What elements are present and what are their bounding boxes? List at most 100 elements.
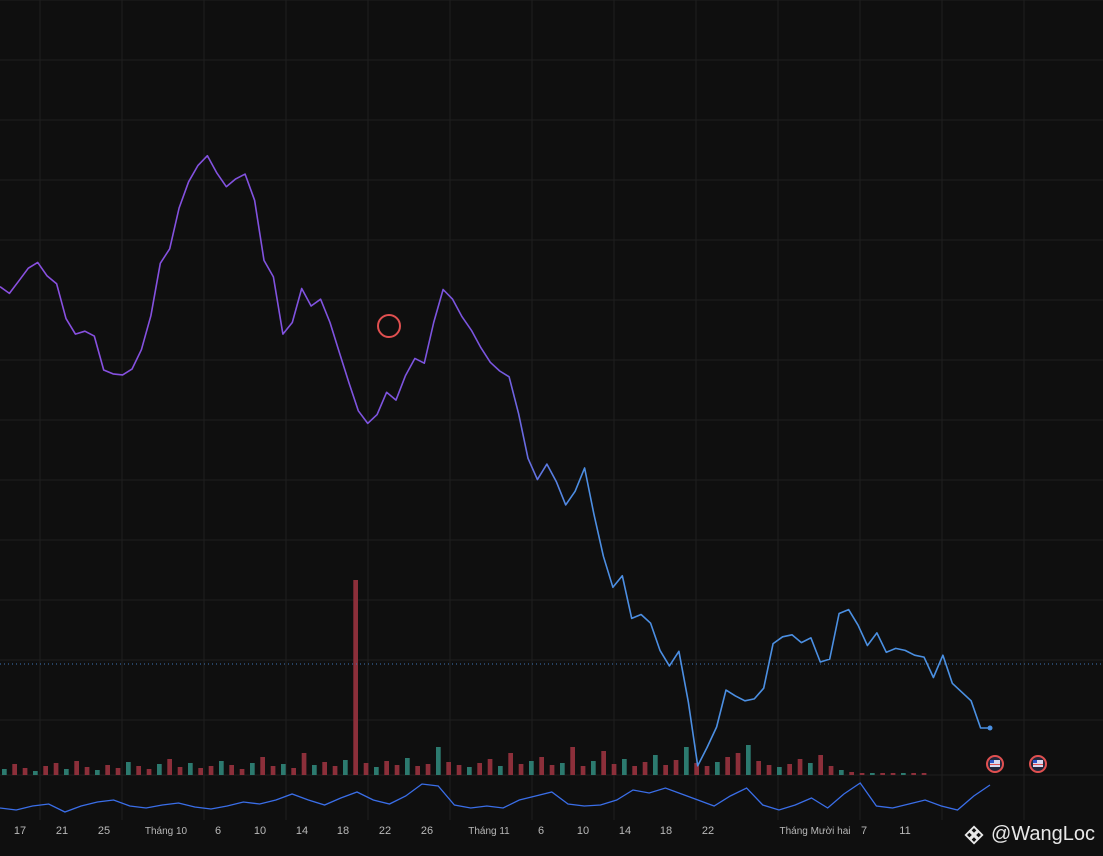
- volume-bar: [260, 757, 265, 775]
- volume-bar: [384, 761, 389, 775]
- volume-bar: [467, 767, 472, 775]
- volume-bar: [642, 762, 648, 775]
- volume-bar: [735, 753, 741, 775]
- volume-bar: [725, 757, 730, 775]
- volume-bar: [653, 755, 658, 775]
- volume-bar: [363, 763, 369, 775]
- volume-bar: [425, 764, 431, 775]
- price-line: [0, 154, 990, 767]
- x-tick-label: 14: [619, 825, 631, 837]
- x-tick-label: 10: [254, 825, 266, 837]
- lower-indicator-series: [0, 782, 991, 813]
- volume-bar: [704, 766, 710, 775]
- volume-bar: [2, 769, 7, 775]
- volume-bar: [839, 770, 844, 775]
- volume-bar: [374, 767, 379, 775]
- volume-bar: [849, 772, 854, 775]
- x-tick-label: Tháng 10: [145, 826, 188, 837]
- volume-bar: [766, 765, 772, 775]
- volume-bar: [808, 763, 813, 775]
- binance-logo-icon: [964, 824, 984, 845]
- volume-bar: [756, 761, 761, 775]
- volume-bar: [301, 753, 307, 775]
- x-tick-label: 25: [98, 825, 110, 837]
- volume-bar: [694, 763, 699, 775]
- volume-bar: [64, 769, 69, 775]
- volume-bar: [549, 765, 555, 775]
- volume-bar: [115, 768, 121, 775]
- volume-bar: [436, 747, 441, 775]
- volume-bar: [146, 769, 152, 775]
- volume-bar: [126, 762, 131, 775]
- volume-bar: [684, 747, 689, 775]
- volume-bar: [508, 753, 513, 775]
- volume-bar: [332, 766, 338, 775]
- volume-bar: [663, 765, 668, 775]
- volume-bar: [291, 768, 296, 775]
- volume-bar: [446, 762, 451, 775]
- volume-bar: [487, 759, 493, 775]
- volume-bar: [859, 773, 865, 775]
- x-tick-label: 18: [337, 825, 349, 837]
- x-tick-label: 26: [421, 825, 433, 837]
- volume-bar: [270, 766, 276, 775]
- volume-bar: [560, 763, 565, 775]
- volume-bar: [797, 759, 803, 775]
- x-tick-label: 6: [215, 825, 221, 837]
- volume-bar: [353, 580, 358, 775]
- volume-bar: [105, 765, 110, 775]
- x-tick-label: 6: [538, 825, 544, 837]
- volume-bar: [239, 769, 245, 775]
- volume-bar: [33, 771, 38, 775]
- x-tick-label: 10: [577, 825, 589, 837]
- volume-bar: [12, 764, 17, 775]
- event-markers: [377, 314, 1047, 773]
- volume-bar: [405, 758, 410, 775]
- flag-icon[interactable]: [1029, 755, 1047, 773]
- grid: [0, 0, 1103, 820]
- volume-bar: [570, 747, 575, 775]
- x-tick-label: 22: [379, 825, 391, 837]
- last-price-dot: [987, 725, 993, 731]
- volume-bar: [518, 764, 524, 775]
- volume-bar: [529, 761, 534, 775]
- volume-bar: [632, 766, 637, 775]
- volume-bar: [281, 764, 286, 775]
- x-tick-label: 14: [296, 825, 308, 837]
- watermark: @WangLoc: [963, 823, 1095, 846]
- volume-bar: [539, 757, 544, 775]
- volume-bar: [911, 773, 916, 775]
- x-tick-label: Tháng 11: [468, 826, 510, 837]
- volume-bar: [22, 768, 28, 775]
- volume-bar: [456, 765, 462, 775]
- price-series: [0, 154, 993, 767]
- volume-bar: [673, 760, 679, 775]
- volume-bar: [343, 760, 348, 775]
- volume-bar: [208, 766, 214, 775]
- volume-bar: [787, 764, 792, 775]
- volume-bar: [818, 755, 823, 775]
- volume-bar: [229, 765, 234, 775]
- volume-bar: [880, 773, 885, 775]
- volume-bar: [177, 767, 183, 775]
- x-tick-label: Tháng Mười hai: [779, 826, 850, 837]
- volume-bar: [394, 765, 400, 775]
- volume-bar: [498, 766, 503, 775]
- flag-icon[interactable]: [986, 755, 1004, 773]
- highlight-circle-marker[interactable]: [377, 314, 401, 338]
- volume-bar: [188, 763, 193, 775]
- x-tick-label: 22: [702, 825, 714, 837]
- volume-bar: [580, 766, 586, 775]
- volume-bar: [53, 763, 59, 775]
- volume-bar: [477, 763, 482, 775]
- volume-bar: [84, 767, 90, 775]
- volume-bar: [601, 751, 606, 775]
- volume-bar: [591, 761, 596, 775]
- volume-bar: [198, 768, 203, 775]
- x-tick-label: 7: [861, 825, 867, 837]
- volume-bar: [611, 764, 617, 775]
- lower-indicator-line: [0, 782, 991, 813]
- volume-bar: [622, 759, 627, 775]
- x-tick-label: 11: [899, 825, 910, 837]
